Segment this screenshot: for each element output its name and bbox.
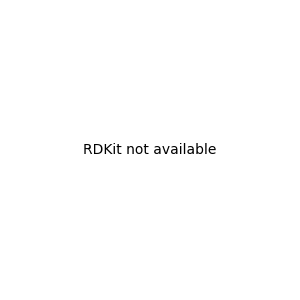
Text: RDKit not available: RDKit not available [83,143,217,157]
